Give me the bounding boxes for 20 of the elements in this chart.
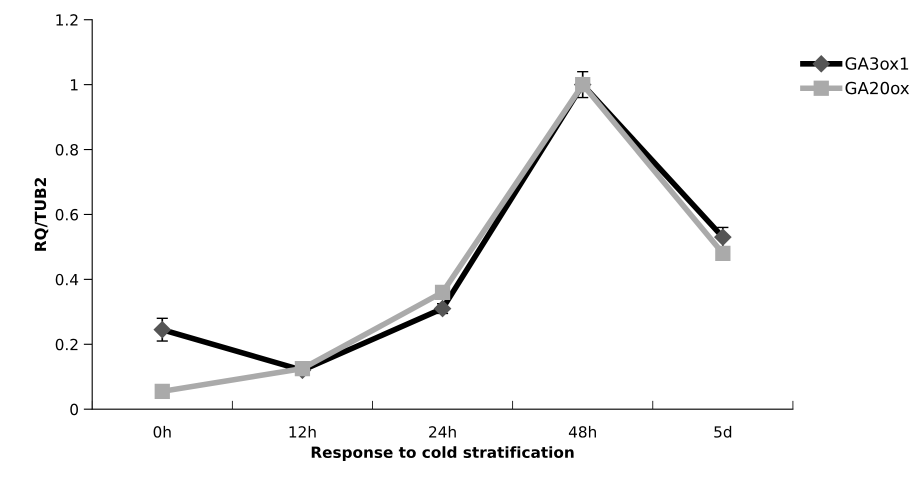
y-tick-label: 0 (70, 404, 78, 416)
point (154, 384, 170, 399)
y-tick-label: 0.4 (56, 274, 78, 286)
x-tick-label: 5d (714, 426, 732, 438)
x-tick-label: 48h (568, 426, 596, 438)
y-tick-label: 0.6 (56, 208, 78, 220)
point (294, 360, 310, 376)
y-tick-label: 1.2 (56, 14, 78, 26)
y-tick-label: 0.8 (56, 144, 78, 156)
x-tick-label: 24h (429, 426, 456, 438)
point (715, 246, 730, 262)
y-axis-title: RQ/TUB2 (34, 178, 48, 251)
point (434, 284, 450, 300)
x-axis-title: Response to cold stratification (312, 446, 574, 461)
x-tick-label: 0h (154, 426, 171, 438)
legend-label: GA3ox1 (846, 57, 908, 70)
y-tick-label: 0.2 (56, 338, 78, 350)
x-tick-label: 12h (290, 426, 316, 438)
legend-label: GA20ox (846, 82, 910, 94)
y-tick-label: 1 (70, 79, 78, 90)
